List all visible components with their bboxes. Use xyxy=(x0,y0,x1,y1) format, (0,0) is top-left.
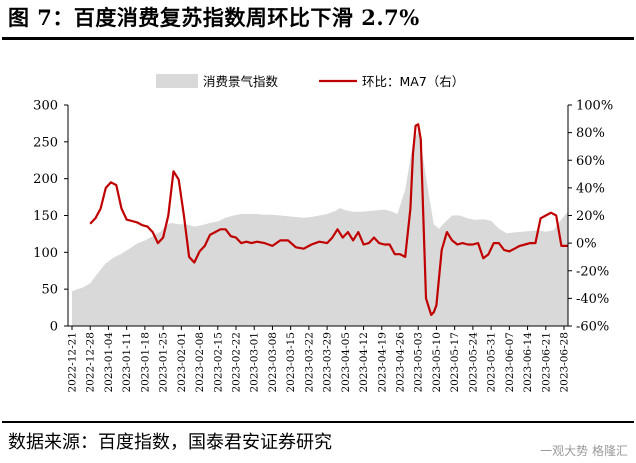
legend-label-line: 环比：MA7（右） xyxy=(362,74,464,89)
y-left-tick-label: 200 xyxy=(33,172,58,187)
y-left-tick-label: 250 xyxy=(33,135,58,150)
x-tick-label: 2023-01-18 xyxy=(139,332,151,393)
y-right-tick-label: -60% xyxy=(576,320,609,335)
source-note: 数据来源：百度指数，国泰君安证券研究 xyxy=(8,432,332,453)
footer-rule xyxy=(2,421,634,423)
x-tick-label: 2023-06-21 xyxy=(540,332,552,393)
legend-swatch-area xyxy=(156,74,198,88)
y-left-tick-label: 0 xyxy=(50,320,58,335)
x-tick-label: 2023-02-15 xyxy=(212,332,224,393)
x-tick-label: 2023-03-08 xyxy=(267,332,279,393)
y-right-tick-label: -40% xyxy=(576,292,609,307)
x-tick-label: 2023-06-28 xyxy=(559,332,571,393)
watermark: 一观大势 格隆汇 xyxy=(540,444,628,458)
x-tick-label: 2023-03-22 xyxy=(303,332,315,393)
x-tick-label: 2023-02-08 xyxy=(194,332,206,393)
y-right-tick-label: -20% xyxy=(576,264,609,279)
y-right-tick-label: 40% xyxy=(576,181,605,196)
x-tick-label: 2023-05-03 xyxy=(413,332,425,393)
x-tick-label: 2023-05-10 xyxy=(431,332,443,393)
x-tick-label: 2023-01-04 xyxy=(103,332,115,393)
y-right-tick-label: 60% xyxy=(576,154,605,169)
x-tick-label: 2023-05-17 xyxy=(449,332,461,393)
x-tick-label: 2023-01-25 xyxy=(158,332,170,393)
x-tick-label: 2023-03-15 xyxy=(285,332,297,393)
x-tick-label: 2023-01-11 xyxy=(121,332,133,393)
x-tick-label: 2022-12-28 xyxy=(85,332,97,393)
y-left-tick-label: 300 xyxy=(33,99,58,114)
y-left-tick-label: 50 xyxy=(41,283,58,298)
y-right-tick-label: 20% xyxy=(576,209,605,224)
chart: 0 50 100 150 200 250 300 -60% -40% -20% 0% 20% 40% 60… xyxy=(33,74,613,393)
title-rule xyxy=(2,37,634,40)
x-tick-label: 2022-12-21 xyxy=(67,332,79,393)
x-tick-label: 2023-04-26 xyxy=(395,332,407,393)
x-tick-label: 2023-04-05 xyxy=(340,332,352,393)
x-tick-label: 2023-06-07 xyxy=(504,332,516,393)
y-right-tick-label: 0% xyxy=(576,237,597,252)
y-left-tick-label: 100 xyxy=(33,246,58,261)
x-tick-label: 2023-04-12 xyxy=(358,332,370,393)
x-tick-label: 2023-06-14 xyxy=(522,332,534,393)
x-tick-label: 2023-03-01 xyxy=(249,332,261,393)
series-area-consumption-index xyxy=(72,130,568,326)
x-tick-label: 2023-05-31 xyxy=(486,332,498,393)
x-tick-label: 2023-05-24 xyxy=(467,332,479,393)
legend-label-area: 消费景气指数 xyxy=(203,74,279,89)
series-line-wow-ma7 xyxy=(89,123,568,316)
y-left-tick-label: 150 xyxy=(33,209,58,224)
x-tick-label: 2023-02-01 xyxy=(176,332,188,393)
y-right-tick-label: 100% xyxy=(576,99,613,114)
x-tick-label: 2023-04-19 xyxy=(376,332,388,393)
x-tick-label: 2023-02-22 xyxy=(231,332,243,393)
x-tick-label: 2023-03-29 xyxy=(322,332,334,393)
chart-title: 图 7：百度消费复苏指数周环比下滑 2.7% xyxy=(8,5,420,30)
y-right-tick-label: 80% xyxy=(576,126,605,141)
